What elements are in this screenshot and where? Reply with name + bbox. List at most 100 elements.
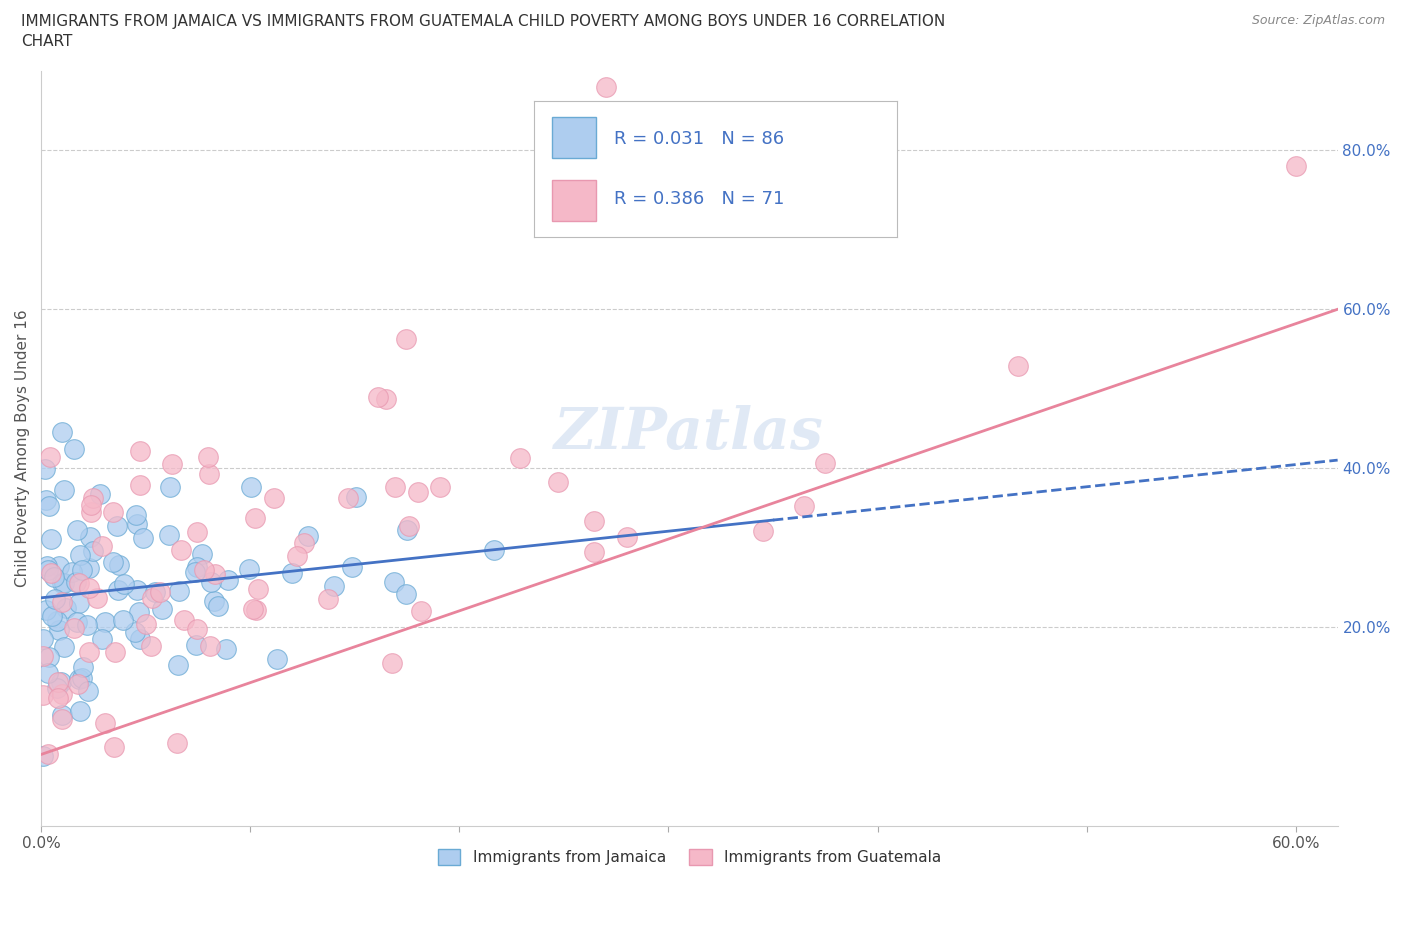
Point	[595, 79, 617, 94]
Point	[51, 711, 73, 726]
Point	[793, 498, 815, 513]
Point	[53, 483, 76, 498]
Point	[67, 595, 90, 610]
Point	[375, 392, 398, 406]
Point	[141, 591, 163, 605]
Point	[38, 649, 60, 664]
Point	[103, 739, 125, 754]
Point	[127, 582, 149, 597]
Point	[170, 543, 193, 558]
Point	[77, 560, 100, 575]
Point	[69, 703, 91, 718]
Point	[51, 576, 73, 591]
Point	[184, 565, 207, 579]
Legend: Immigrants from Jamaica, Immigrants from Guatemala: Immigrants from Jamaica, Immigrants from…	[432, 843, 948, 871]
Point	[32, 631, 55, 646]
Point	[1285, 159, 1308, 174]
Point	[340, 559, 363, 574]
Point	[384, 479, 406, 494]
Point	[583, 545, 606, 560]
Point	[1007, 359, 1029, 374]
Point	[318, 591, 340, 606]
Point	[67, 671, 90, 686]
Point	[128, 605, 150, 620]
Point	[616, 529, 638, 544]
Text: ZIPatlas: ZIPatlas	[554, 405, 824, 461]
Point	[79, 529, 101, 544]
Point	[207, 599, 229, 614]
Point	[104, 644, 127, 659]
Point	[80, 505, 103, 520]
Point	[51, 708, 73, 723]
Point	[112, 577, 135, 591]
Point	[32, 648, 55, 663]
Point	[381, 656, 404, 671]
Point	[91, 538, 114, 553]
Point	[159, 480, 181, 495]
Point	[49, 674, 72, 689]
Point	[76, 618, 98, 632]
Point	[37, 666, 59, 681]
Point	[35, 603, 58, 618]
Point	[135, 617, 157, 631]
Point	[39, 450, 62, 465]
Point	[66, 614, 89, 629]
Point	[129, 478, 152, 493]
Point	[82, 544, 104, 559]
Point	[46, 680, 69, 695]
Point	[77, 580, 100, 595]
Point	[37, 747, 59, 762]
Point	[214, 642, 236, 657]
Point	[191, 546, 214, 561]
Point	[509, 451, 531, 466]
Point	[200, 575, 222, 590]
Point	[323, 578, 346, 593]
Point	[202, 593, 225, 608]
Point	[382, 575, 405, 590]
Point	[51, 594, 73, 609]
Point	[484, 543, 506, 558]
Point	[125, 508, 148, 523]
Point	[70, 563, 93, 578]
Point	[69, 575, 91, 590]
Point	[217, 573, 239, 588]
Point	[186, 621, 208, 636]
Point	[814, 456, 837, 471]
Point	[245, 603, 267, 618]
Point	[166, 736, 188, 751]
Point	[89, 486, 111, 501]
Point	[76, 684, 98, 698]
Point	[344, 489, 367, 504]
Point	[37, 559, 59, 574]
Point	[101, 555, 124, 570]
Y-axis label: Child Poverty Among Boys Under 16: Child Poverty Among Boys Under 16	[15, 310, 30, 587]
Point	[44, 592, 66, 607]
Point	[107, 582, 129, 597]
Text: IMMIGRANTS FROM JAMAICA VS IMMIGRANTS FROM GUATEMALA CHILD POVERTY AMONG BOYS UN: IMMIGRANTS FROM JAMAICA VS IMMIGRANTS FR…	[21, 14, 945, 29]
Point	[150, 602, 173, 617]
Point	[66, 676, 89, 691]
Point	[297, 529, 319, 544]
Point	[105, 519, 128, 534]
Point	[367, 390, 389, 405]
Point	[143, 584, 166, 599]
Point	[186, 560, 208, 575]
Point	[129, 444, 152, 458]
Point	[94, 716, 117, 731]
Point	[38, 498, 60, 513]
Point	[337, 490, 360, 505]
Point	[285, 549, 308, 564]
Point	[240, 480, 263, 495]
Point	[82, 491, 104, 506]
Point	[46, 691, 69, 706]
Point	[94, 615, 117, 630]
Point	[65, 575, 87, 590]
Point	[141, 638, 163, 653]
Point	[103, 505, 125, 520]
Point	[395, 587, 418, 602]
Point	[149, 584, 172, 599]
Point	[204, 566, 226, 581]
Point	[52, 639, 75, 654]
Point	[125, 516, 148, 531]
Point	[193, 563, 215, 578]
